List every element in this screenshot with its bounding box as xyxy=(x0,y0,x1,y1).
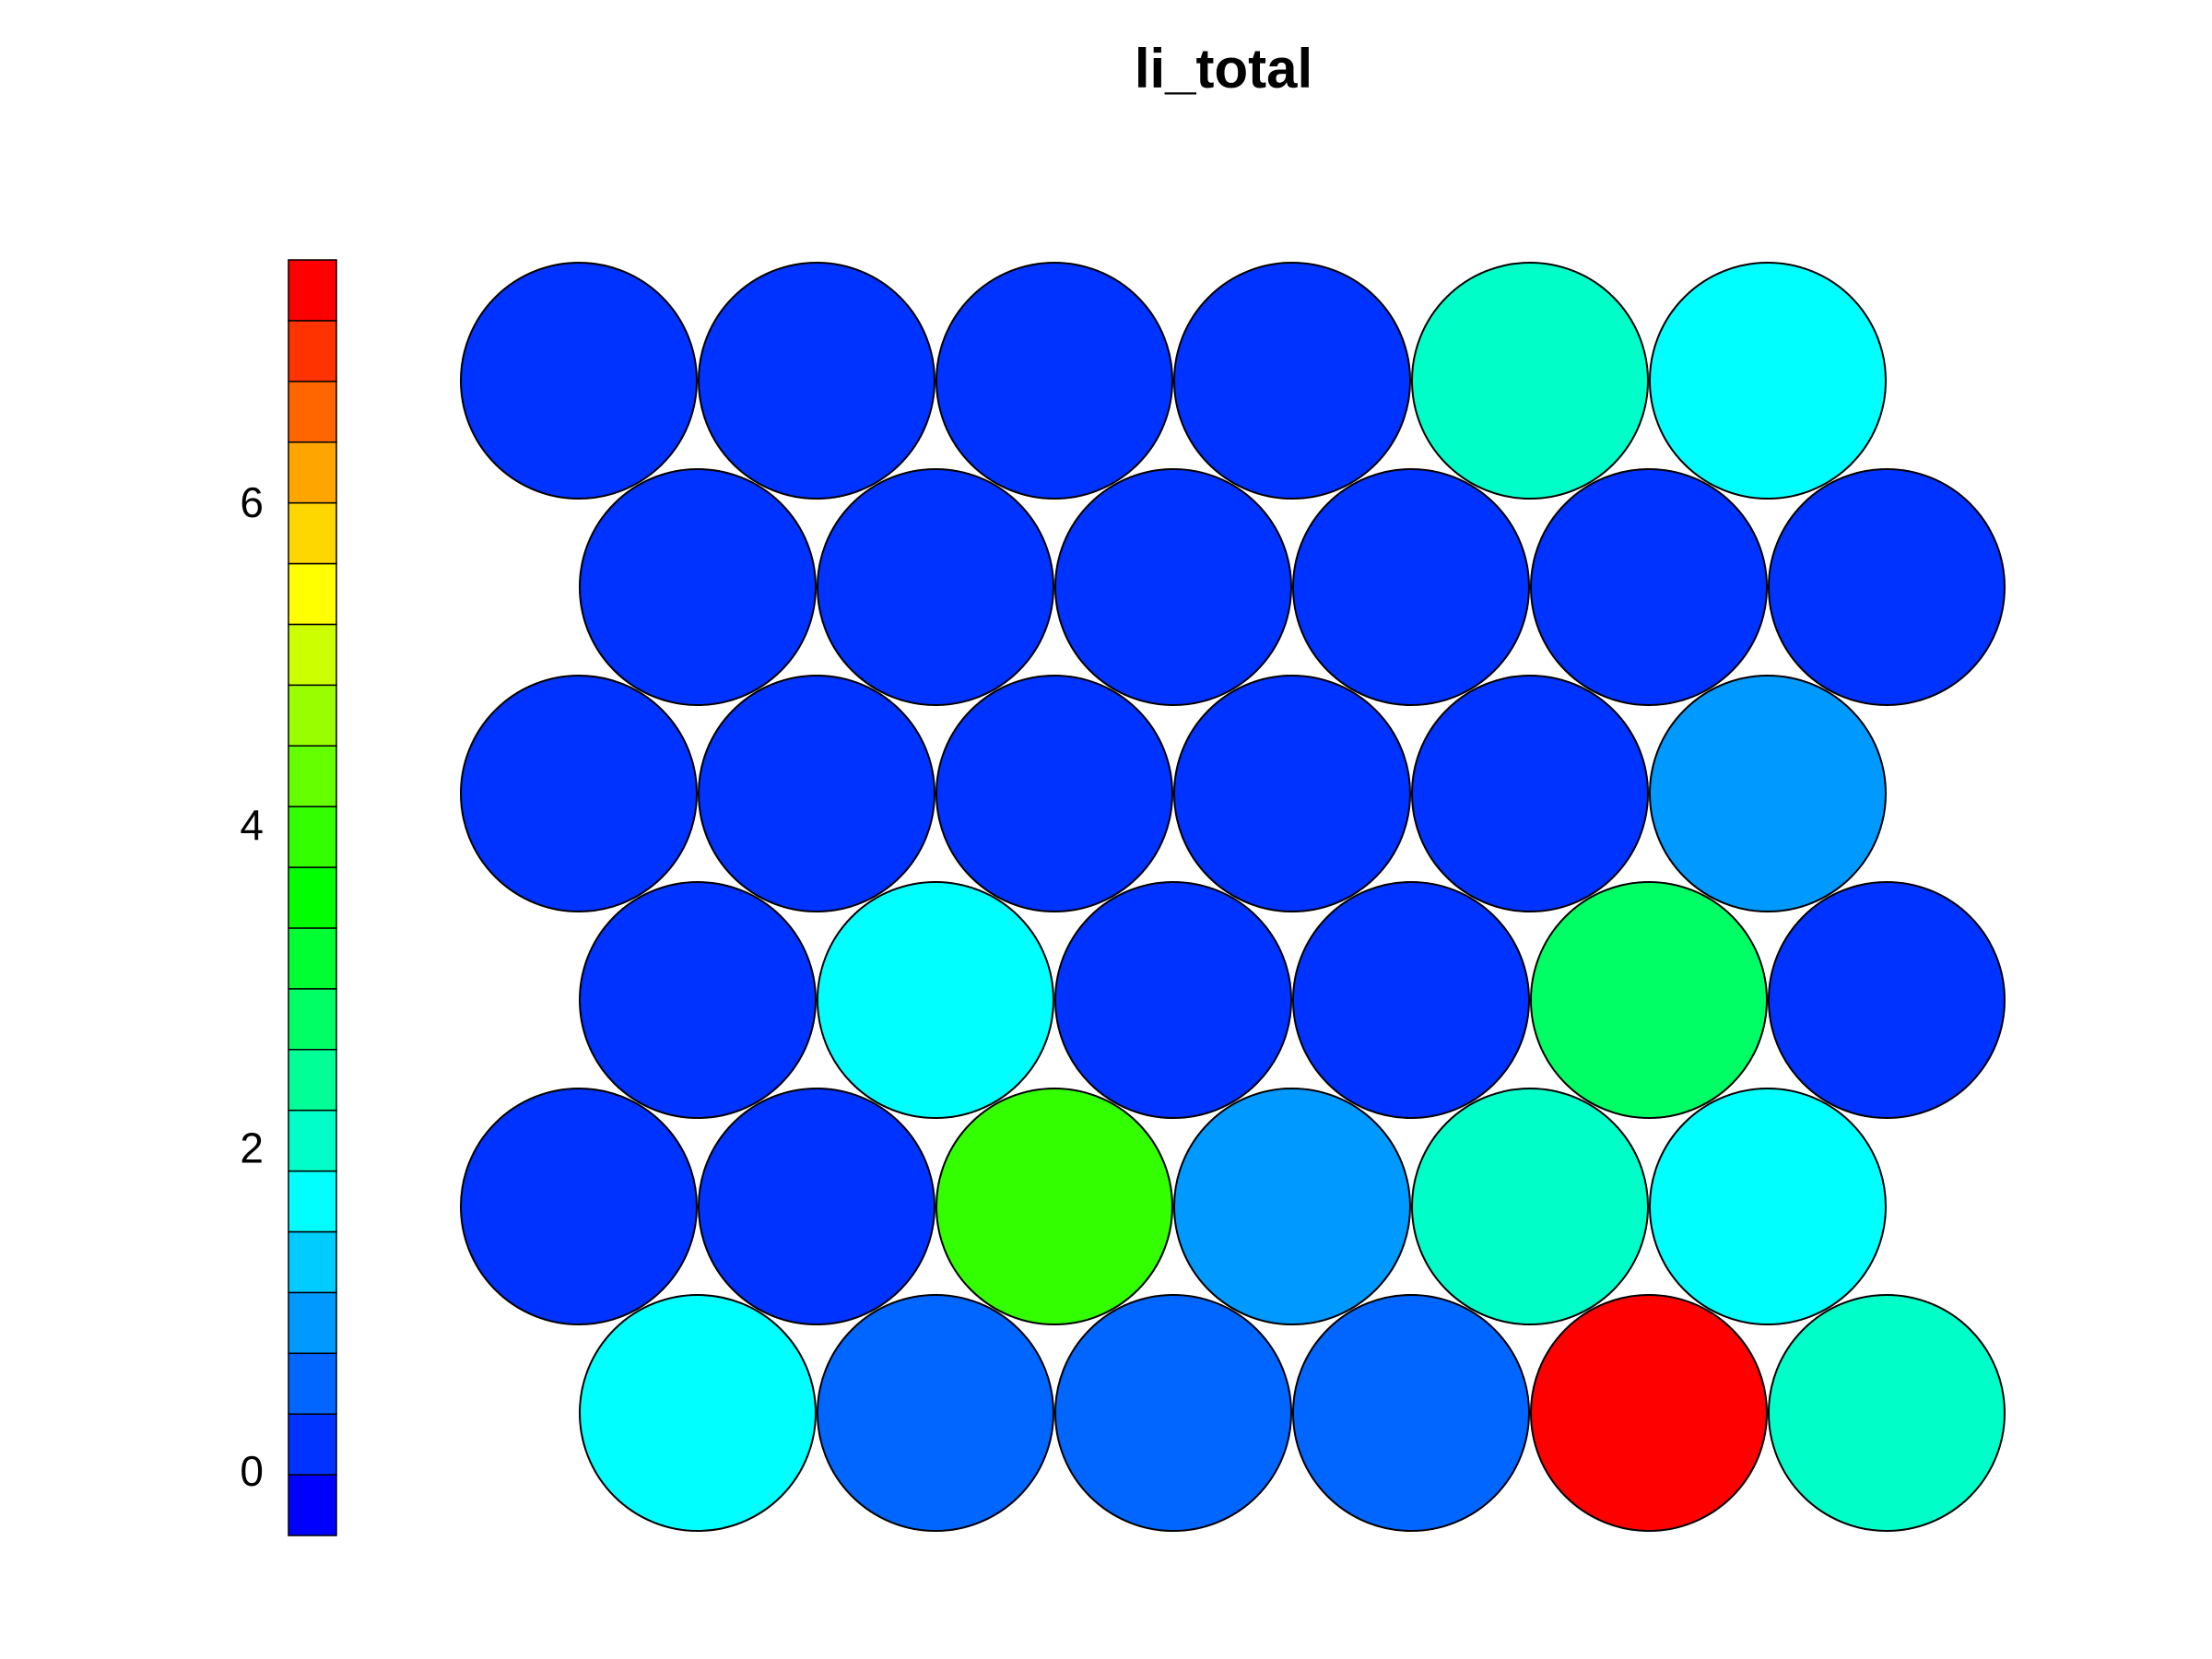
som-cell xyxy=(1530,468,1768,706)
colorbar-segment xyxy=(288,623,337,687)
colorbar-segment xyxy=(288,806,337,868)
som-cell xyxy=(1768,1294,2006,1532)
colorbar-segment xyxy=(288,684,337,747)
colorbar-tick-label: 4 xyxy=(240,801,264,849)
som-cell xyxy=(935,675,1173,912)
som-cell xyxy=(1411,1088,1649,1325)
colorbar-tick-label: 6 xyxy=(240,478,264,526)
som-cell xyxy=(698,1088,935,1325)
colorbar-segment xyxy=(288,1109,337,1172)
colorbar-segment xyxy=(288,1413,337,1476)
som-cell xyxy=(460,675,698,912)
som-cell xyxy=(579,468,817,706)
colorbar-segment xyxy=(288,1049,337,1112)
som-cell xyxy=(1292,468,1530,706)
colorbar-tick-label: 2 xyxy=(240,1124,264,1172)
som-cell xyxy=(1054,1294,1292,1532)
som-cell xyxy=(1530,881,1768,1119)
som-cell xyxy=(1054,881,1292,1119)
colorbar-segment xyxy=(288,1291,337,1355)
som-cell xyxy=(935,262,1173,500)
colorbar-tick-label: 0 xyxy=(240,1447,264,1495)
som-cell xyxy=(1411,675,1649,912)
som-cell xyxy=(698,675,935,912)
colorbar-segment xyxy=(288,501,337,565)
som-cell xyxy=(1411,262,1649,500)
som-cell xyxy=(1173,675,1411,912)
som-cell xyxy=(935,1088,1173,1325)
colorbar: 0 2 4 6 xyxy=(240,259,337,1536)
som-cell xyxy=(1649,1088,1887,1325)
colorbar-segment xyxy=(288,1474,337,1536)
som-cell xyxy=(1173,262,1411,500)
som-cell xyxy=(579,881,817,1119)
colorbar-segment xyxy=(288,745,337,807)
som-cell xyxy=(1530,1294,1768,1532)
colorbar-segment xyxy=(288,1230,337,1294)
som-cell xyxy=(817,881,1054,1119)
hex-cell-grid xyxy=(460,262,2006,1532)
colorbar-segment xyxy=(288,927,337,990)
colorbar-segment xyxy=(288,866,337,929)
som-cell xyxy=(1173,1088,1411,1325)
som-cell xyxy=(817,468,1054,706)
colorbar-segment xyxy=(288,1170,337,1233)
colorbar-segment xyxy=(288,259,337,322)
som-cell xyxy=(579,1294,817,1532)
som-cell xyxy=(1292,1294,1530,1532)
som-cell xyxy=(1054,468,1292,706)
colorbar-segment xyxy=(288,562,337,626)
colorbar-segment xyxy=(288,320,337,382)
som-cell xyxy=(1649,675,1887,912)
som-cell xyxy=(1292,881,1530,1119)
som-cell xyxy=(1768,468,2006,706)
colorbar-segment xyxy=(288,1352,337,1415)
colorbar-segment xyxy=(288,381,337,443)
som-cell xyxy=(1768,881,2006,1119)
som-cell xyxy=(698,262,935,500)
som-cell xyxy=(817,1294,1054,1532)
som-cell xyxy=(460,262,698,500)
colorbar-segment xyxy=(288,988,337,1051)
som-cell xyxy=(1649,262,1887,500)
som-cell xyxy=(460,1088,698,1325)
colorbar-segment xyxy=(288,441,337,504)
chart-title: li_total xyxy=(1134,38,1313,100)
